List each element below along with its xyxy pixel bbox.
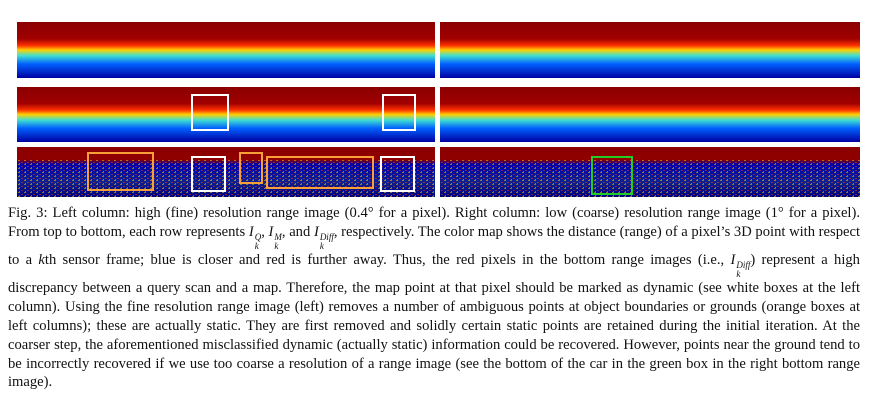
caption-text: , respectively. The color map shows the … — [8, 223, 861, 268]
caption: Fig. 3: Left column: high (fine) resolut… — [8, 204, 860, 392]
range-images — [17, 22, 860, 197]
math-sub: k — [319, 240, 324, 251]
math-sup: Diff — [319, 231, 334, 242]
caption-text: Fig. 3: Left column: high (fine) resolut… — [8, 205, 860, 240]
caption-text: th sensor frame; blue is closer and red … — [44, 251, 731, 268]
math-sup: Q — [254, 231, 262, 242]
math-base: I — [730, 251, 736, 268]
math-symbol: I Diff k — [313, 223, 334, 251]
highlight-boxes — [87, 94, 633, 195]
math-scripts: Diff k — [319, 231, 334, 251]
math-sup: M — [274, 231, 282, 242]
math-sub: k — [736, 268, 741, 279]
caption-text: ) represent a high discrepancy between a… — [8, 251, 860, 391]
math-scripts: Diff k — [736, 259, 751, 279]
math-base: I — [268, 223, 274, 240]
math-symbol: I Diff k — [730, 251, 750, 279]
math-base: I — [248, 223, 254, 240]
math-sub: k — [274, 240, 279, 251]
caption-text: , and — [281, 223, 314, 240]
figure — [17, 22, 860, 197]
math-sub: k — [254, 240, 259, 251]
math-symbol: k — [38, 251, 45, 268]
caption-text: , — [261, 223, 269, 240]
math-sup: Diff — [736, 259, 751, 270]
math-base: I — [313, 223, 319, 240]
